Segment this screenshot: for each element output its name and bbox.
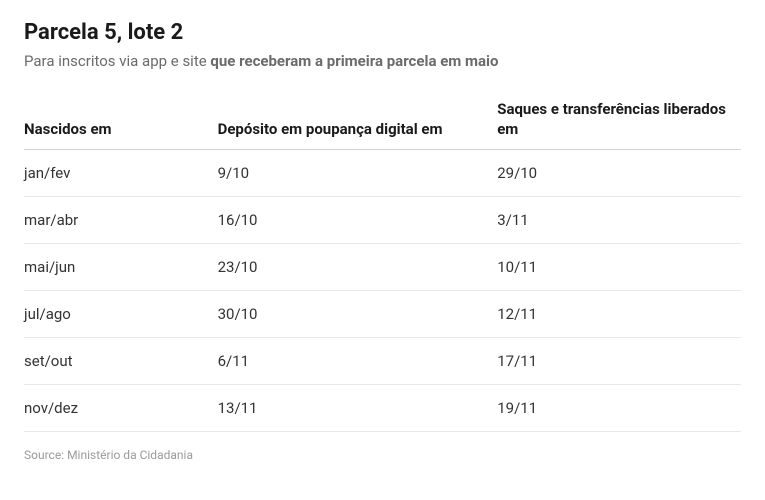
col-header-deposit: Depósito em poupança digital em	[218, 100, 498, 150]
cell-born: mai/jun	[24, 244, 218, 291]
source-value: Ministério da Cidadania	[67, 448, 193, 462]
schedule-table: Nascidos em Depósito em poupança digital…	[24, 100, 741, 432]
source-label: Source:	[24, 448, 67, 462]
table-row: mai/jun 23/10 10/11	[24, 244, 741, 291]
cell-born: jan/fev	[24, 150, 218, 197]
cell-born: mar/abr	[24, 197, 218, 244]
table-row: set/out 6/11 17/11	[24, 338, 741, 385]
table-row: mar/abr 16/10 3/11	[24, 197, 741, 244]
page-subtitle: Para inscritos via app e site que recebe…	[24, 51, 741, 72]
cell-deposit: 23/10	[218, 244, 498, 291]
cell-withdrawal: 10/11	[497, 244, 741, 291]
cell-withdrawal: 12/11	[497, 291, 741, 338]
col-header-born: Nascidos em	[24, 100, 218, 150]
table-row: jan/fev 9/10 29/10	[24, 150, 741, 197]
cell-born: set/out	[24, 338, 218, 385]
cell-deposit: 13/11	[218, 385, 498, 432]
table-body: jan/fev 9/10 29/10 mar/abr 16/10 3/11 ma…	[24, 150, 741, 432]
page-title: Parcela 5, lote 2	[24, 20, 741, 45]
cell-deposit: 30/10	[218, 291, 498, 338]
cell-deposit: 16/10	[218, 197, 498, 244]
subtitle-bold: que receberam a primeira parcela em maio	[210, 52, 498, 70]
cell-withdrawal: 3/11	[497, 197, 741, 244]
cell-withdrawal: 29/10	[497, 150, 741, 197]
table-row: jul/ago 30/10 12/11	[24, 291, 741, 338]
cell-born: nov/dez	[24, 385, 218, 432]
cell-withdrawal: 19/11	[497, 385, 741, 432]
cell-withdrawal: 17/11	[497, 338, 741, 385]
cell-born: jul/ago	[24, 291, 218, 338]
table-row: nov/dez 13/11 19/11	[24, 385, 741, 432]
cell-deposit: 6/11	[218, 338, 498, 385]
table-header-row: Nascidos em Depósito em poupança digital…	[24, 100, 741, 150]
cell-deposit: 9/10	[218, 150, 498, 197]
col-header-withdrawal: Saques e transferências liberados em	[497, 100, 741, 150]
source-line: Source: Ministério da Cidadania	[24, 448, 741, 462]
subtitle-prefix: Para inscritos via app e site	[24, 52, 210, 70]
